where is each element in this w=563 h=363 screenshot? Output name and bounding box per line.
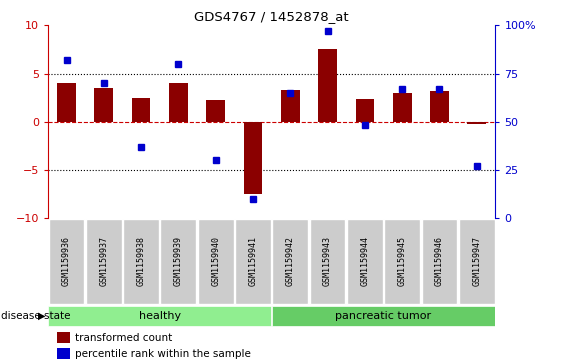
Bar — [459, 219, 495, 304]
Bar — [169, 83, 187, 122]
Text: GSM1159946: GSM1159946 — [435, 236, 444, 286]
Bar — [272, 219, 308, 304]
Bar — [430, 91, 449, 122]
Text: GSM1159936: GSM1159936 — [62, 236, 71, 286]
Bar — [272, 306, 495, 326]
Bar — [160, 219, 196, 304]
Text: GSM1159945: GSM1159945 — [397, 236, 406, 286]
Bar — [467, 122, 486, 125]
Bar — [281, 90, 300, 122]
Text: GSM1159942: GSM1159942 — [286, 236, 295, 286]
Text: GSM1159941: GSM1159941 — [248, 236, 257, 286]
Text: GSM1159940: GSM1159940 — [211, 236, 220, 286]
Bar — [422, 219, 457, 304]
Bar — [310, 219, 346, 304]
Text: GSM1159937: GSM1159937 — [99, 236, 108, 286]
Text: healthy: healthy — [138, 311, 181, 321]
Text: GSM1159943: GSM1159943 — [323, 236, 332, 286]
Bar — [244, 122, 262, 194]
Text: transformed count: transformed count — [75, 333, 172, 343]
Bar — [393, 93, 412, 122]
Text: percentile rank within the sample: percentile rank within the sample — [75, 349, 251, 359]
Bar — [57, 332, 70, 343]
Bar — [235, 219, 271, 304]
Bar — [86, 219, 122, 304]
Bar — [48, 306, 271, 326]
Text: GSM1159944: GSM1159944 — [360, 236, 369, 286]
Bar — [57, 348, 70, 359]
Bar — [132, 98, 150, 122]
Bar — [318, 49, 337, 122]
Bar — [356, 99, 374, 122]
Text: GSM1159939: GSM1159939 — [174, 236, 183, 286]
Bar — [385, 219, 420, 304]
Text: pancreatic tumor: pancreatic tumor — [336, 311, 432, 321]
Title: GDS4767 / 1452878_at: GDS4767 / 1452878_at — [194, 10, 349, 23]
Bar — [57, 83, 76, 122]
Bar — [48, 219, 84, 304]
Bar — [198, 219, 234, 304]
Bar — [207, 101, 225, 122]
Bar — [123, 219, 159, 304]
Text: GSM1159938: GSM1159938 — [137, 236, 146, 286]
Text: disease state: disease state — [1, 311, 70, 321]
Bar — [95, 88, 113, 122]
Text: ▶: ▶ — [38, 311, 45, 321]
Bar — [347, 219, 383, 304]
Text: GSM1159947: GSM1159947 — [472, 236, 481, 286]
